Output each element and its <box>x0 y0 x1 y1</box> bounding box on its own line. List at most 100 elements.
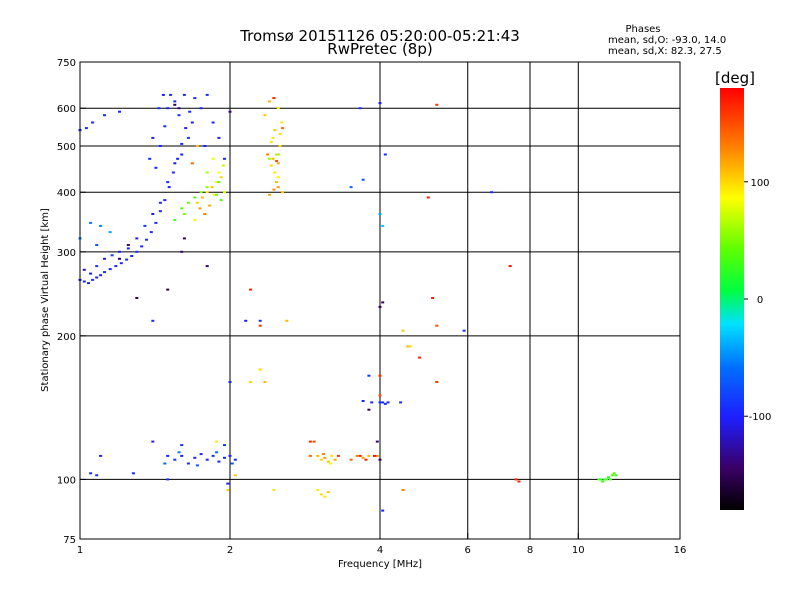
data-point <box>364 458 368 461</box>
data-point <box>217 460 221 463</box>
data-point <box>180 207 184 210</box>
data-point <box>103 114 106 117</box>
data-point <box>272 97 276 100</box>
data-point <box>276 153 280 156</box>
data-point <box>603 478 607 481</box>
data-point <box>378 394 382 397</box>
data-point <box>326 460 330 463</box>
data-point <box>203 145 207 147</box>
data-point <box>166 454 170 457</box>
data-point <box>103 271 106 274</box>
data-point <box>182 237 186 240</box>
data-point <box>276 186 280 189</box>
data-point <box>355 454 359 457</box>
data-point <box>126 247 130 250</box>
data-point <box>323 456 327 459</box>
data-point <box>367 374 371 377</box>
data-point <box>378 102 382 105</box>
data-point <box>215 193 219 196</box>
data-point <box>226 489 230 491</box>
data-point <box>336 454 340 457</box>
y-tick-label: 75 <box>63 535 76 546</box>
colorbar-label: [deg] <box>715 69 755 87</box>
data-point <box>103 257 106 260</box>
x-tick-label: 10 <box>572 545 585 556</box>
data-point <box>275 153 279 156</box>
data-point <box>89 472 93 475</box>
data-point <box>95 244 99 246</box>
data-point <box>375 454 379 457</box>
y-tick-label: 100 <box>57 475 76 486</box>
y-tick-label: 400 <box>57 188 76 199</box>
data-point <box>151 319 155 322</box>
data-point <box>99 454 103 457</box>
data-point <box>89 272 93 275</box>
data-point <box>418 356 421 359</box>
data-point <box>517 480 521 483</box>
data-point <box>91 278 95 281</box>
data-point <box>276 176 280 179</box>
data-point <box>244 319 248 322</box>
data-point <box>215 451 219 454</box>
data-point <box>173 162 177 165</box>
x-axis-ticks: 1 2 4 6 8 10 16 <box>77 533 686 556</box>
data-point <box>228 454 232 457</box>
data-point <box>135 237 139 240</box>
data-point <box>281 127 285 130</box>
data-point <box>349 458 353 461</box>
data-point <box>135 250 139 253</box>
x-axis-label: Frequency [MHz] <box>338 559 422 570</box>
data-point <box>316 454 320 457</box>
colorbar-tick-label: 0 <box>757 295 763 306</box>
data-point <box>399 401 403 404</box>
data-point <box>597 478 601 481</box>
data-point <box>268 100 271 103</box>
data-point <box>151 440 155 443</box>
x-tick-label: 6 <box>465 545 471 556</box>
data-point <box>435 103 439 106</box>
data-point <box>233 474 237 477</box>
data-point <box>161 93 165 96</box>
data-point <box>118 110 121 113</box>
y-axis-label: Stationary phase Virtual Height [km] <box>40 208 51 392</box>
data-point <box>223 157 226 160</box>
data-point <box>148 157 152 160</box>
phases-x-stats: mean, sd,X: 82.3, 27.5 <box>608 46 722 57</box>
data-point <box>381 509 385 512</box>
data-point <box>258 368 262 371</box>
data-point <box>281 191 285 194</box>
data-point <box>118 257 121 260</box>
y-axis-ticks: 75 100 200 300 400 500 600 750 <box>57 58 86 546</box>
data-point <box>180 444 184 447</box>
data-point <box>99 224 103 227</box>
data-point <box>205 191 209 194</box>
data-point <box>285 319 289 322</box>
data-point <box>431 297 435 299</box>
data-point <box>435 324 439 327</box>
data-point <box>145 238 148 241</box>
data-point <box>401 489 405 491</box>
data-point <box>89 221 93 224</box>
data-point <box>173 100 177 103</box>
data-point <box>367 454 371 457</box>
data-point <box>199 191 203 194</box>
phases-o-stats: mean, sd,O: -93.0, 14.0 <box>608 35 726 46</box>
data-point <box>199 107 203 110</box>
data-point <box>223 444 226 447</box>
data-point <box>184 127 188 130</box>
colorbar-tick-label: -100 <box>749 412 772 423</box>
data-point <box>193 218 197 221</box>
data-point <box>308 440 312 443</box>
data-point <box>269 140 273 143</box>
data-point <box>361 456 365 459</box>
data-point <box>91 121 95 124</box>
data-point <box>193 97 197 100</box>
data-point <box>200 196 204 199</box>
data-point <box>330 454 334 457</box>
data-point <box>211 454 215 457</box>
data-point <box>195 145 199 147</box>
data-point <box>215 181 219 184</box>
colorbar-ticks: 100 0 -100 <box>744 178 771 423</box>
data-point <box>268 193 271 196</box>
